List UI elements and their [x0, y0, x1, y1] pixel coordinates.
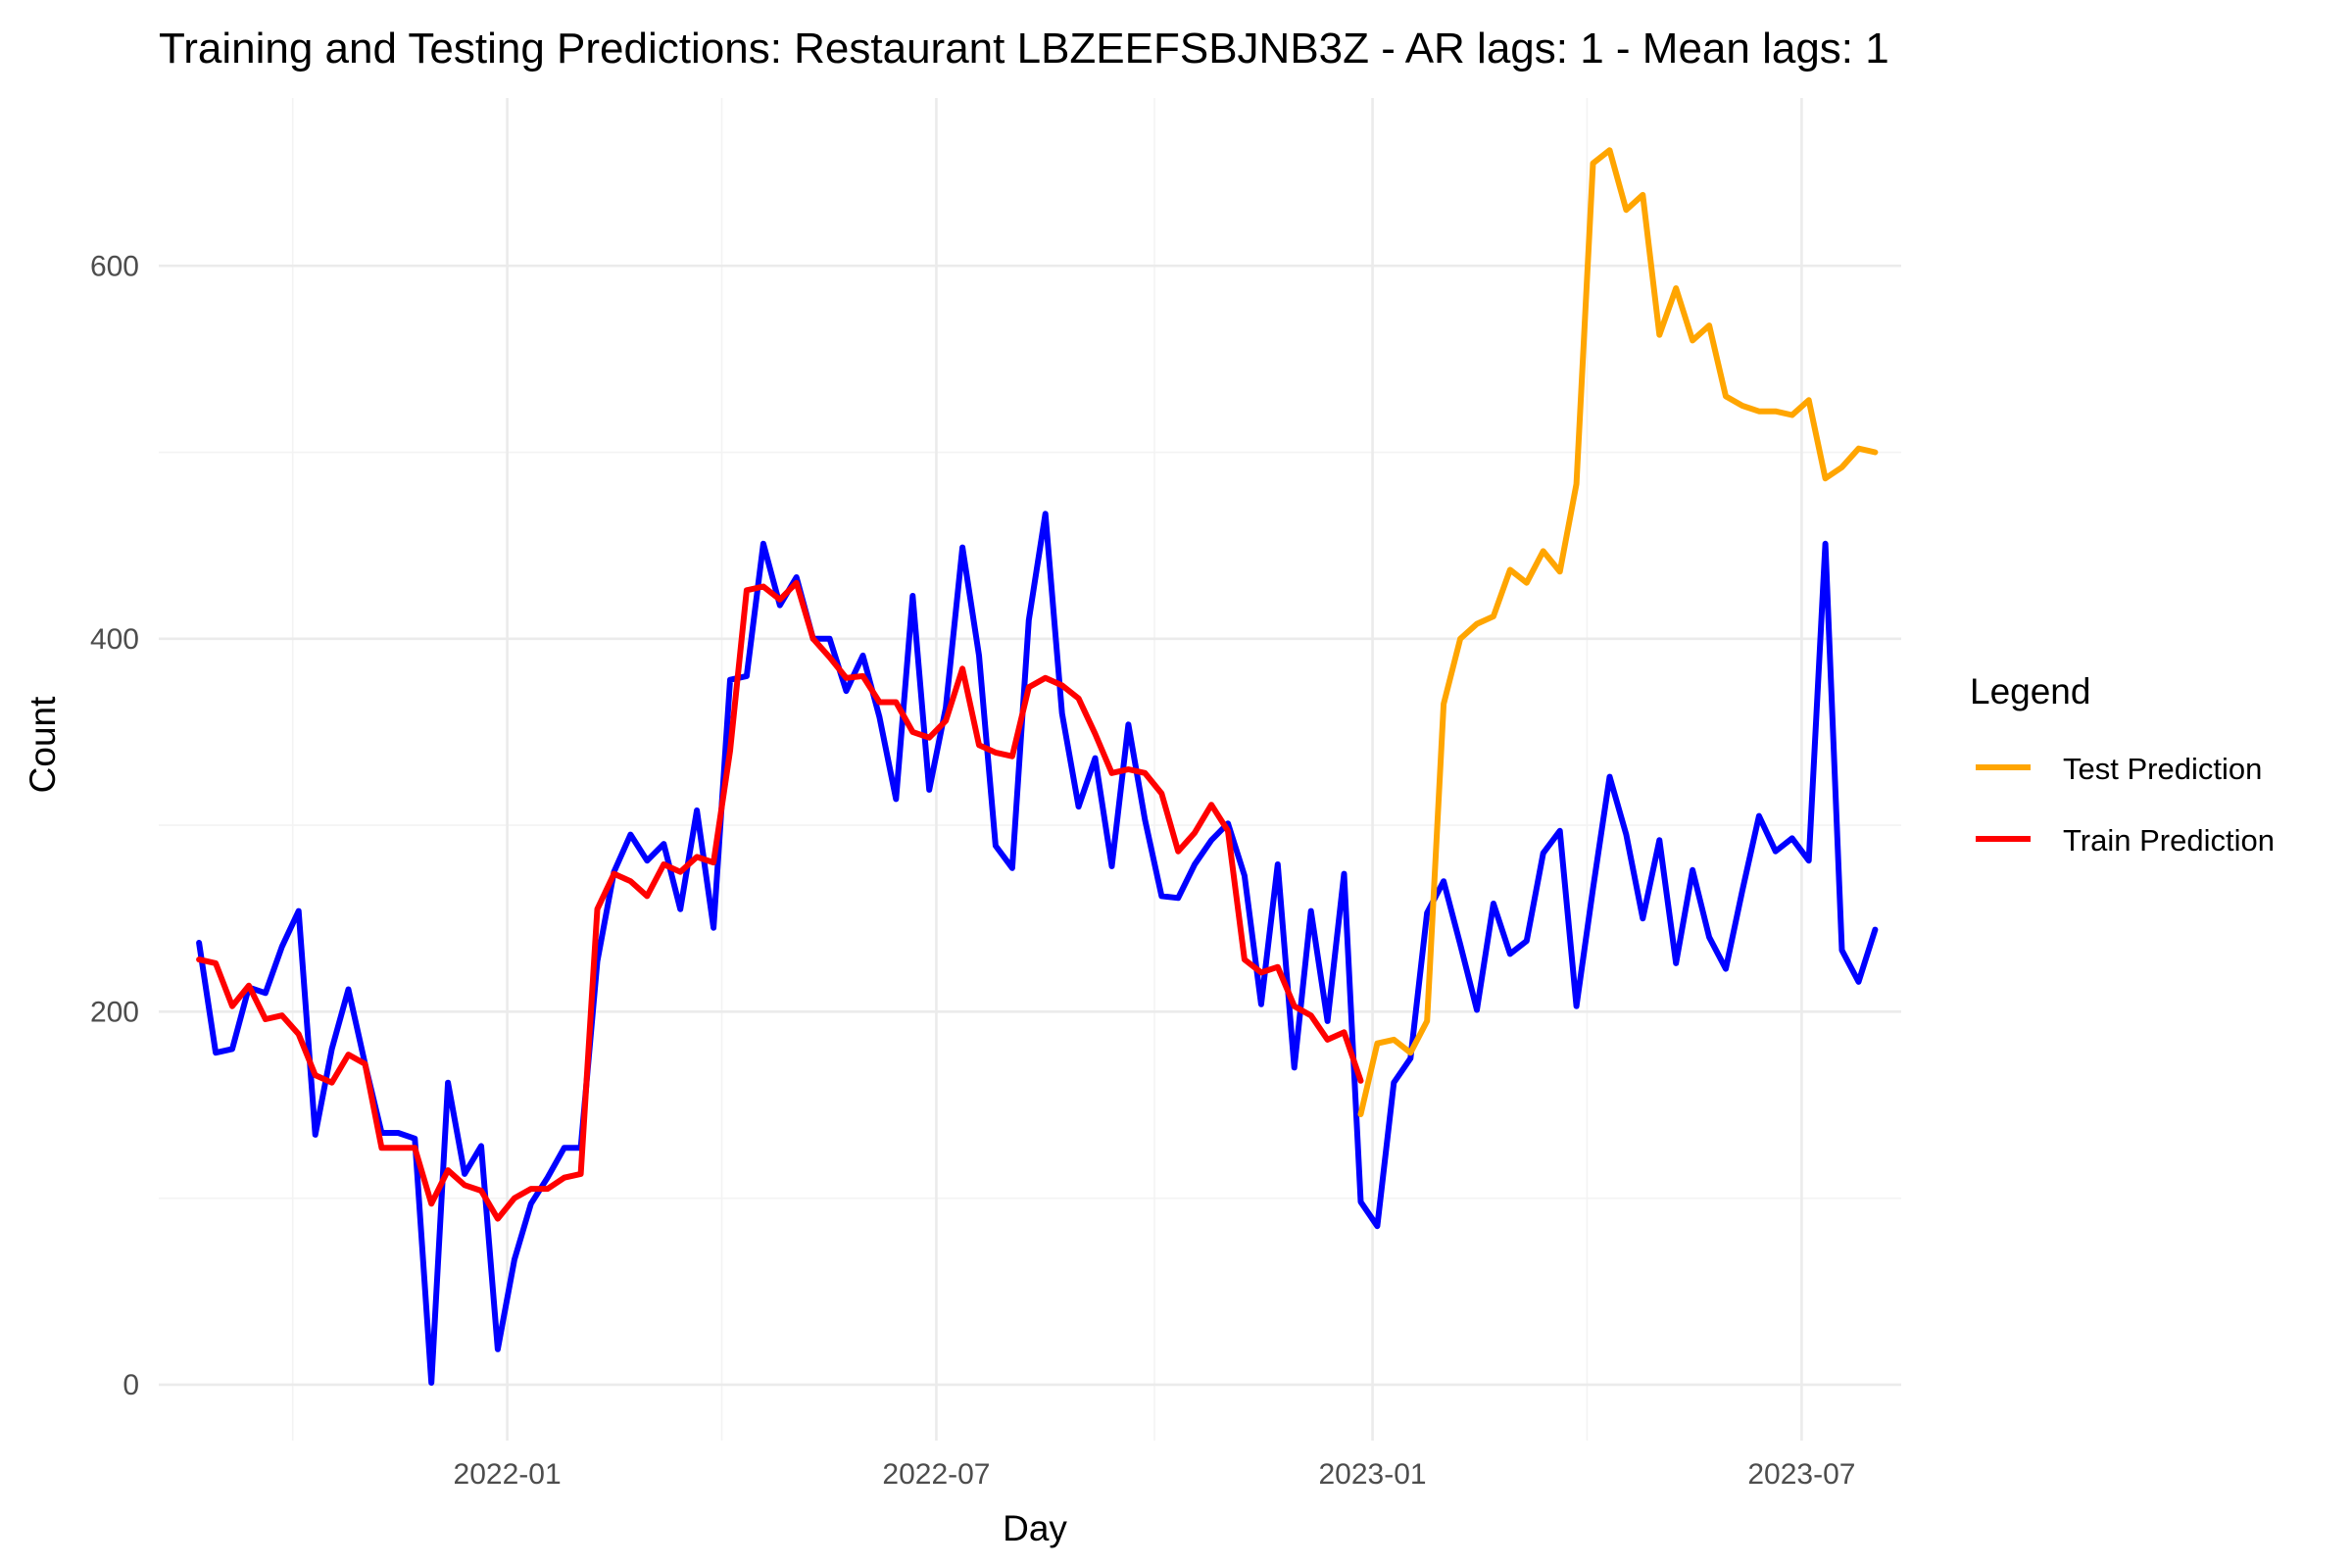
legend-label-test-prediction: Test Prediction: [2063, 752, 2262, 786]
legend: Legend Test Prediction Train Prediction: [1970, 671, 2275, 858]
y-axis-title: Count: [23, 696, 63, 793]
series-line-test-prediction: [1357, 147, 1879, 1117]
x-tick-label: 2023-01: [1318, 1458, 1426, 1491]
x-tick-label: 2022-07: [882, 1458, 990, 1491]
series-line-train-prediction: [196, 579, 1364, 1222]
legend-label-train-prediction: Train Prediction: [2063, 823, 2275, 858]
legend-title: Legend: [1970, 671, 2090, 711]
y-tick-label: 600: [90, 250, 139, 282]
y-tick-label: 400: [90, 623, 139, 656]
series-lines: [196, 147, 1879, 1386]
x-axis-title: Day: [1003, 1508, 1067, 1548]
x-tick-label: 2023-07: [1747, 1458, 1855, 1491]
y-tick-label: 200: [90, 996, 139, 1028]
chart-title: Training and Testing Predictions: Restau…: [159, 24, 1889, 73]
axis-ticks: 0 200 400 600 2022-01 2022-07 2023-01 2023-07: [90, 250, 1856, 1491]
y-tick-label: 0: [122, 1369, 139, 1401]
series-line-observed: [196, 511, 1879, 1386]
x-tick-label: 2022-01: [454, 1458, 562, 1491]
